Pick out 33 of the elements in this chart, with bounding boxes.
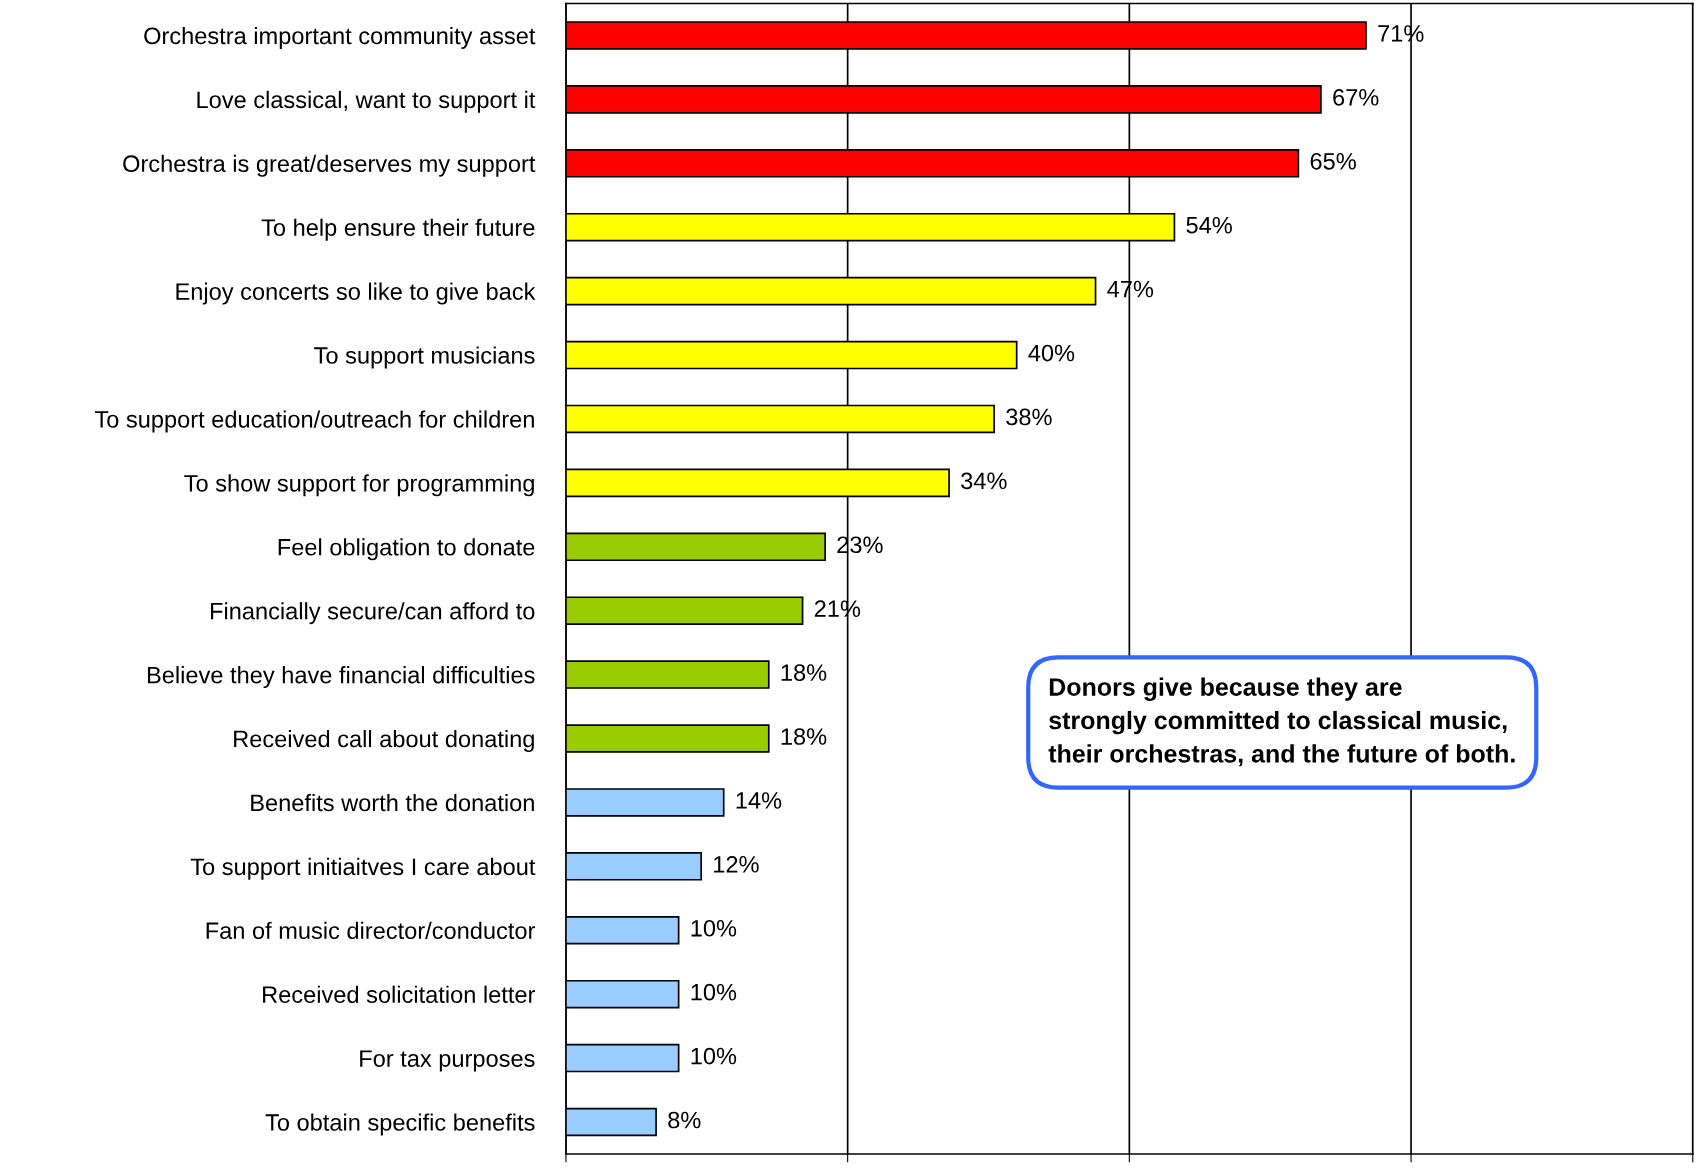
y-tick-label: Enjoy concerts so like to give back	[176, 282, 536, 305]
y-tick-label: Feel obligation to donate	[278, 538, 535, 561]
y-tick-label: To support education/outreach for children	[94, 410, 534, 433]
data-label: 40%	[1028, 344, 1075, 362]
data-label: 10%	[691, 919, 737, 937]
data-label: 8%	[668, 1111, 701, 1129]
y-tick-label: Orchestra important community asset	[144, 26, 536, 49]
annotation: Donors give because they are strongly committed to classical music, their orchestras, and the future of both.	[1048, 677, 1515, 767]
y-tick-label: Received solicitation letter	[263, 985, 536, 1003]
data-label: 34%	[961, 472, 1007, 490]
data-label: 54%	[1186, 216, 1232, 234]
y-tick-label: To obtain specific benefits	[265, 1113, 535, 1136]
y-tick-label: Fan of music director/conductor	[206, 921, 536, 940]
data-label: 14%	[736, 792, 782, 809]
data-label: 10%	[691, 983, 737, 1001]
y-tick-label: To help ensure their future	[261, 218, 535, 241]
data-label: 65%	[1310, 152, 1356, 170]
y-tick-label: Believe they have financial difficulties	[147, 666, 535, 689]
data-label: 12%	[714, 855, 759, 873]
data-label: 18%	[781, 728, 827, 745]
y-tick-label: Orchestra is great/deserves my support	[123, 154, 536, 177]
y-tick-label: Love classical, want to support it	[197, 90, 536, 113]
y-tick-label: To support musicians	[314, 346, 535, 369]
y-tick-label: Benefits worth the donation	[251, 793, 534, 812]
y-tick-label: For tax purposes	[360, 1050, 535, 1072]
data-label: 67%	[1333, 89, 1379, 106]
y-tick-label: Received call about donating	[234, 729, 534, 752]
y-tick-label: To support initiaitves I care about	[190, 857, 536, 880]
y-tick-label: Financially secure/can afford to	[210, 602, 535, 625]
y-tick-label: To show support for programming	[184, 474, 534, 497]
data-label: 38%	[1006, 408, 1052, 426]
data-label: 10%	[691, 1047, 737, 1065]
data-label: 18%	[781, 664, 827, 681]
